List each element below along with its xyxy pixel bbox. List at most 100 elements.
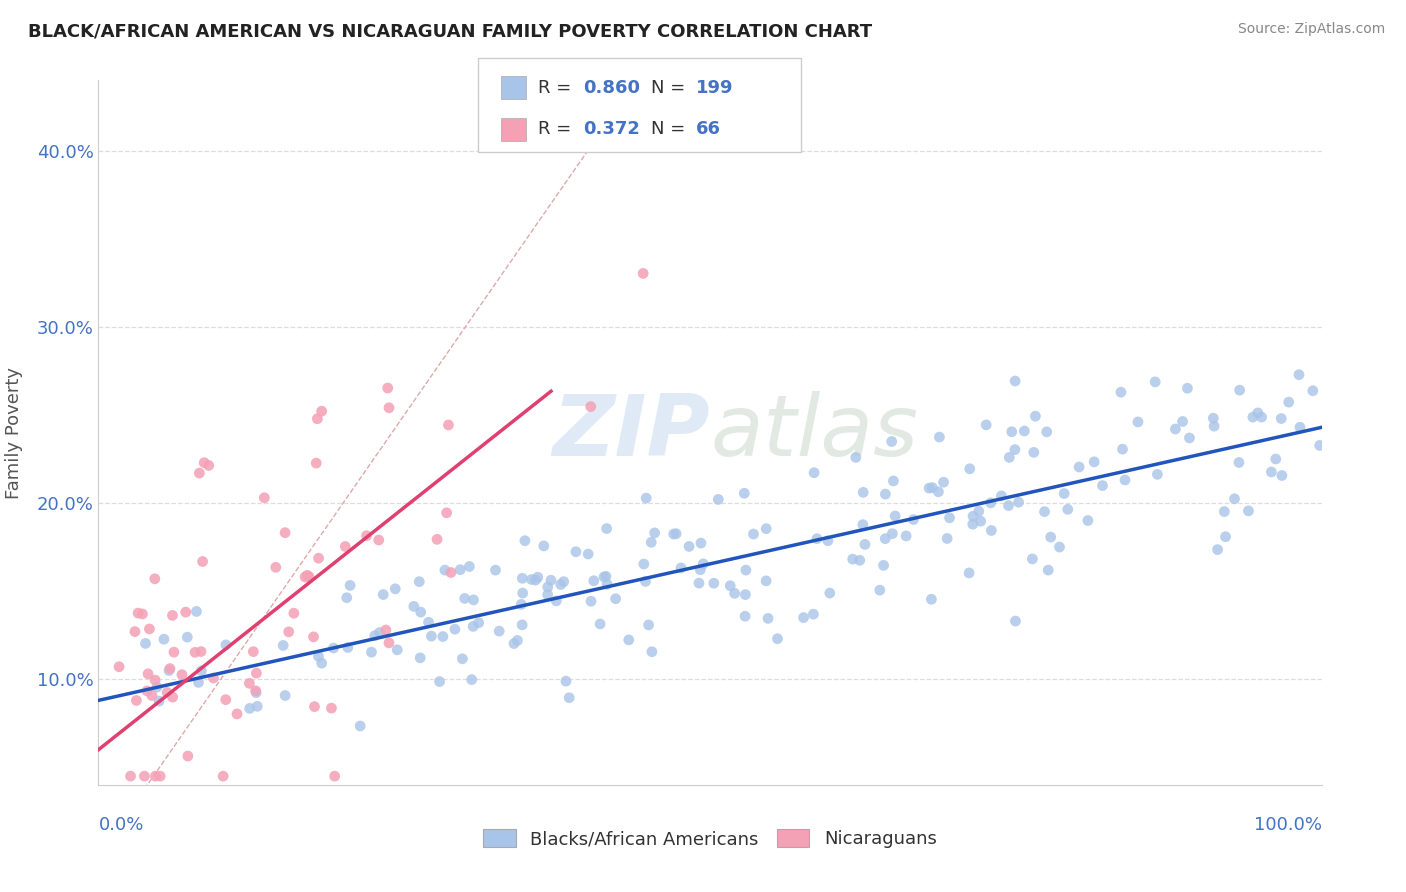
Point [852, 517, 875, 532]
Point [689, 563, 711, 577]
Point [967, 504, 990, 518]
Point [138, 622, 160, 636]
Point [733, 486, 755, 500]
Text: 66: 66 [696, 120, 721, 137]
Text: 0.0%: 0.0% [98, 815, 143, 833]
Point [149, 769, 172, 783]
Point [1204, 419, 1226, 434]
Point [378, 401, 401, 415]
Point [323, 769, 346, 783]
Point [1004, 374, 1026, 388]
Text: 0.372: 0.372 [583, 120, 640, 137]
Point [510, 598, 533, 612]
Point [1202, 411, 1225, 425]
Text: 100.0%: 100.0% [1254, 815, 1322, 833]
Point [596, 577, 619, 591]
Point [360, 645, 382, 659]
Point [595, 522, 617, 536]
Point [374, 623, 396, 637]
Point [177, 749, 200, 764]
Point [193, 456, 215, 470]
Point [212, 769, 235, 783]
Point [962, 517, 984, 532]
Point [589, 617, 612, 632]
Point [451, 652, 474, 666]
Point [723, 586, 745, 600]
Point [766, 632, 789, 646]
Point [384, 582, 406, 596]
Point [1126, 415, 1149, 429]
Point [1271, 468, 1294, 483]
Point [793, 610, 815, 624]
Point [125, 693, 148, 707]
Point [153, 632, 176, 647]
Point [755, 522, 778, 536]
Point [817, 533, 839, 548]
Point [295, 568, 318, 582]
Point [845, 450, 868, 465]
Point [1247, 406, 1270, 420]
Point [377, 381, 399, 395]
Point [484, 563, 506, 577]
Point [1264, 452, 1286, 467]
Point [631, 267, 654, 281]
Point [302, 630, 325, 644]
Point [271, 639, 294, 653]
Point [962, 509, 984, 524]
Point [170, 667, 193, 681]
Point [579, 400, 602, 414]
Point [558, 690, 581, 705]
Point [640, 535, 662, 549]
Point [969, 514, 991, 528]
Point [463, 593, 485, 607]
Text: 0.860: 0.860 [583, 78, 641, 97]
Point [513, 533, 536, 548]
Point [226, 706, 249, 721]
Point [882, 526, 904, 541]
Point [688, 576, 710, 591]
Point [669, 561, 692, 575]
Point [678, 540, 700, 554]
Point [238, 676, 260, 690]
Point [576, 547, 599, 561]
Point [191, 554, 214, 568]
Point [294, 570, 316, 584]
Point [1164, 422, 1187, 436]
Point [307, 411, 329, 425]
Point [127, 606, 149, 620]
Point [880, 434, 903, 449]
Point [537, 588, 560, 602]
Point [932, 475, 955, 490]
Point [1111, 442, 1133, 457]
Point [665, 526, 688, 541]
Point [134, 769, 156, 783]
Point [245, 666, 267, 681]
Point [1004, 614, 1026, 628]
Point [298, 569, 321, 583]
Point [1114, 473, 1136, 487]
Point [903, 512, 925, 526]
Point [187, 675, 209, 690]
Point [1069, 460, 1091, 475]
Point [526, 570, 548, 584]
Point [274, 525, 297, 540]
Point [436, 506, 458, 520]
Point [928, 430, 950, 444]
Point [875, 487, 897, 501]
Point [1091, 478, 1114, 492]
Point [957, 566, 980, 580]
Point [253, 491, 276, 505]
Point [245, 686, 267, 700]
Point [157, 664, 180, 678]
Point [1022, 445, 1045, 459]
Point [662, 527, 685, 541]
Point [136, 666, 159, 681]
Point [1056, 502, 1078, 516]
Point [1083, 455, 1105, 469]
Point [582, 574, 605, 588]
Point [1007, 495, 1029, 509]
Point [1039, 530, 1062, 544]
Point [990, 489, 1012, 503]
Point [1289, 420, 1312, 434]
Point [853, 537, 876, 551]
